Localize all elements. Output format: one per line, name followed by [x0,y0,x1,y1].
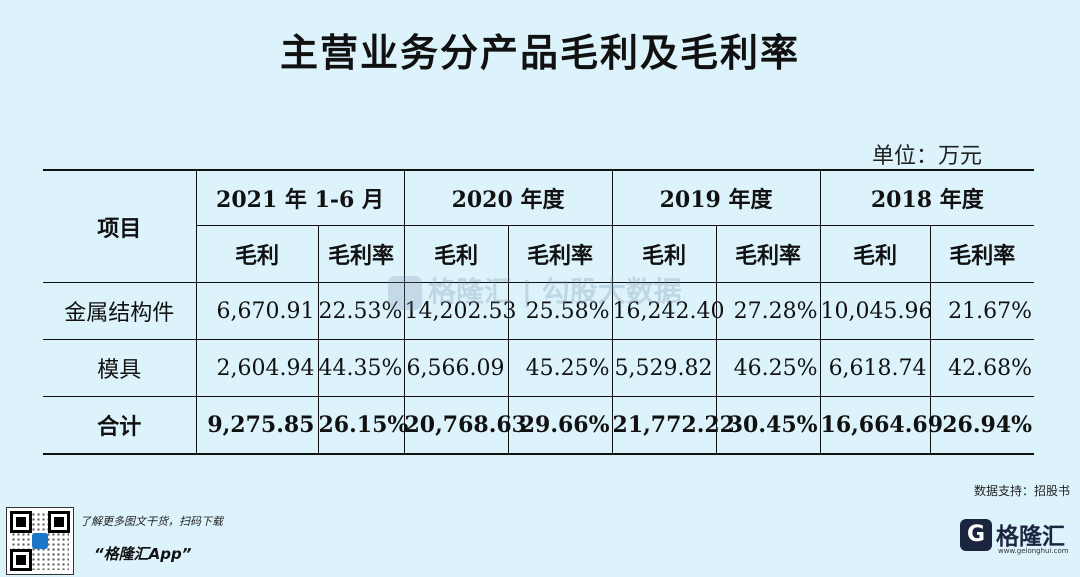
footer: 了解更多图文干货，扫码下载 “格隆汇App” G 格隆汇 www.gelongh… [0,503,1080,577]
period-header: 2018 年度 [819,171,1035,226]
table-cell: 26.94% [929,396,1035,453]
table-cell: 16,664.69 [819,396,943,453]
table-row: 模具 2,604.94 44.35% 6,566.09 45.25% 5,529… [43,339,1035,397]
table-cell: 14,202.53 [403,282,516,340]
qr-code-icon[interactable] [6,507,74,575]
metric-header: 毛利率 [507,225,613,283]
page-title: 主营业务分产品毛利及毛利率 [279,31,800,75]
brand-name: 格隆汇 [996,524,1065,550]
table-cell: 46.25% [715,339,821,397]
brand-logo: G 格隆汇 www.gelonghui.com [960,513,1070,563]
metric-header: 毛利 [819,225,931,283]
period-header: 2020 年度 [403,171,613,226]
table-cell: 45.25% [507,339,613,397]
metric-header: 毛利 [196,225,319,283]
source-note: 数据支持：招股书 [973,484,1070,498]
table-cell: 20,768.63 [403,396,527,453]
metric-header: 毛利 [611,225,717,283]
period-header: 2021 年 1-6 月 [195,171,405,226]
table-cell: 22.53% [317,282,405,340]
table-cell: 27.28% [715,282,821,340]
table-cell: 21.67% [929,282,1035,340]
table-row: 金属结构件 6,670.91 22.53% 14,202.53 25.58% 1… [43,282,1035,340]
metric-header: 毛利率 [715,225,821,283]
promo-text: 了解更多图文干货，扫码下载 [80,515,223,528]
row-label: 金属结构件 [43,282,197,340]
table-cell: 26.15% [317,396,408,453]
table-cell: 9,275.85 [195,396,319,453]
table-cell: 21,772.22 [611,396,735,453]
table-cell: 6,670.91 [195,282,319,340]
unit-label: 单位：万元 [871,144,982,169]
table-cell: 30.45% [715,396,821,453]
table-cell: 25.58% [507,282,613,340]
table-cell: 16,242.40 [611,282,724,340]
table-cell: 6,618.74 [819,339,931,397]
app-name-text: “格隆汇App” [94,545,192,563]
period-header-row: 项目 2021 年 1-6 月 2020 年度 2019 年度 2018 年度 [43,171,1035,283]
total-row: 合计 9,275.85 26.15% 20,768.63 29.66% 21,7… [43,396,1035,453]
table-cell: 6,566.09 [403,339,509,397]
row-label: 模具 [43,339,197,397]
metric-header: 毛利率 [317,225,405,283]
table-cell: 5,529.82 [611,339,717,397]
row-label: 合计 [43,396,197,453]
gross-margin-table: 项目 2021 年 1-6 月 2020 年度 2019 年度 2018 年度 … [43,169,1035,455]
corner-header: 项目 [43,171,197,283]
brand-url: www.gelonghui.com [998,547,1069,555]
table-cell: 10,045.96 [819,282,933,340]
period-header: 2019 年度 [611,171,821,226]
table-cell: 44.35% [317,339,405,397]
table-cell: 29.66% [507,396,613,453]
table-cell: 42.68% [929,339,1035,397]
metric-header: 毛利 [403,225,509,283]
gelonghui-logo-icon: G [960,519,992,551]
metric-header: 毛利率 [929,225,1035,283]
table-cell: 2,604.94 [195,339,319,397]
metric-header-row: 毛利 毛利率 毛利 毛利率 毛利 毛利率 毛利 毛利率 [43,225,1035,283]
